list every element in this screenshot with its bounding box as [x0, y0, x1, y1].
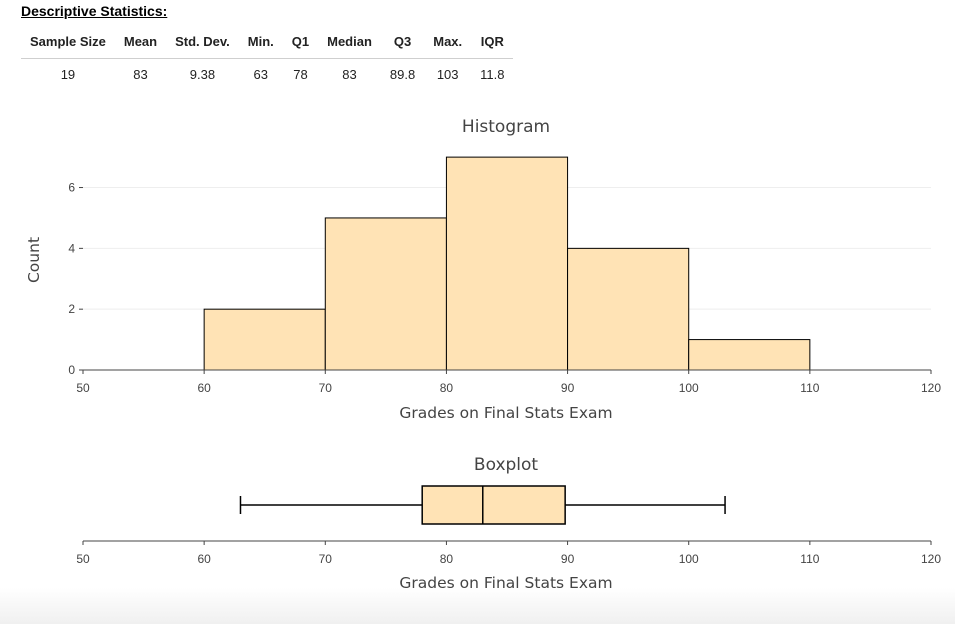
histogram-y-tick-label: 6 — [68, 181, 75, 195]
stats-heading: Descriptive Statistics: — [21, 3, 168, 19]
boxplot-title: Boxplot — [474, 455, 539, 475]
histogram-x-tick-label: 70 — [319, 381, 333, 395]
stats-value-q1: 78 — [293, 67, 308, 82]
histogram-y-tick-label: 2 — [68, 302, 75, 316]
stats-value-median: 83 — [342, 67, 357, 82]
stats-header-std-dev: Std. Dev. — [166, 30, 239, 59]
boxplot-x-tick-label: 100 — [679, 552, 699, 566]
stats-header-row: Sample Size Mean Std. Dev. Min. Q1 Media… — [21, 30, 514, 59]
stats-header-iqr: IQR — [471, 30, 514, 59]
stats-value-row: 19 83 9.38 63 78 83 89.8 103 11.8 — [21, 59, 513, 87]
histogram-bar — [445, 156, 569, 371]
histogram-bar — [324, 217, 447, 371]
stats-value-max: 103 — [436, 67, 459, 82]
stats-header-min: Min. — [238, 30, 283, 59]
descriptive-stats-table: Sample Size Mean Std. Dev. Min. Q1 Media… — [21, 30, 514, 87]
histogram-x-tick-label: 120 — [921, 381, 941, 395]
stats-value-q3: 89.8 — [389, 67, 416, 82]
histogram-x-tick-label: 90 — [561, 381, 575, 395]
histogram-x-tick-label: 110 — [800, 381, 819, 395]
histogram-x-tick-label: 60 — [197, 381, 211, 395]
boxplot-x-tick-label: 60 — [197, 552, 211, 566]
stats-value-sample-size: 19 — [60, 67, 76, 82]
stats-value-mean: 83 — [133, 67, 148, 82]
histogram-x-axis-label: Grades on Final Stats Exam — [399, 404, 612, 422]
stats-header-q1: Q1 — [282, 30, 319, 59]
boxplot-x-tick-label: 70 — [319, 552, 333, 566]
histogram-bar — [203, 308, 326, 371]
stats-header-sample-size: Sample Size — [21, 30, 115, 59]
stats-value-std-dev: 9.38 — [189, 67, 216, 82]
stats-value-iqr: 11.8 — [480, 67, 505, 82]
stats-header-max: Max. — [424, 30, 472, 59]
histogram-chart: Histogram Grades on Final Stats Exam Cou… — [25, 117, 941, 422]
histogram-x-tick-label: 80 — [440, 381, 454, 395]
boxplot-x-tick-label: 80 — [440, 552, 454, 566]
histogram-y-tick-label: 0 — [68, 363, 75, 377]
boxplot-x-axis-label: Grades on Final Stats Exam — [399, 574, 612, 592]
boxplot-box — [421, 485, 566, 525]
histogram-bar — [688, 339, 811, 371]
histogram-bar — [567, 247, 690, 371]
boxplot-chart: Boxplot Grades on Final Stats Exam 50 60 7… — [76, 455, 941, 592]
stats-header-q3: Q3 — [380, 30, 425, 59]
stats-value-min: 63 — [253, 67, 269, 82]
boxplot-x-tick-label: 110 — [800, 552, 819, 566]
boxplot-x-tick-label: 90 — [561, 552, 575, 566]
stats-header-median: Median — [318, 30, 381, 59]
histogram-y-tick-label: 4 — [68, 241, 75, 255]
boxplot-x-tick-label: 50 — [76, 552, 90, 566]
histogram-x-tick-label: 100 — [679, 381, 699, 395]
stats-header-mean: Mean — [114, 30, 167, 59]
histogram-y-axis-label: Count — [25, 237, 43, 283]
histogram-title: Histogram — [462, 117, 550, 137]
histogram-x-tick-label: 50 — [76, 381, 90, 395]
boxplot-x-tick-label: 120 — [921, 552, 941, 566]
page-bottom-fade — [0, 588, 955, 624]
